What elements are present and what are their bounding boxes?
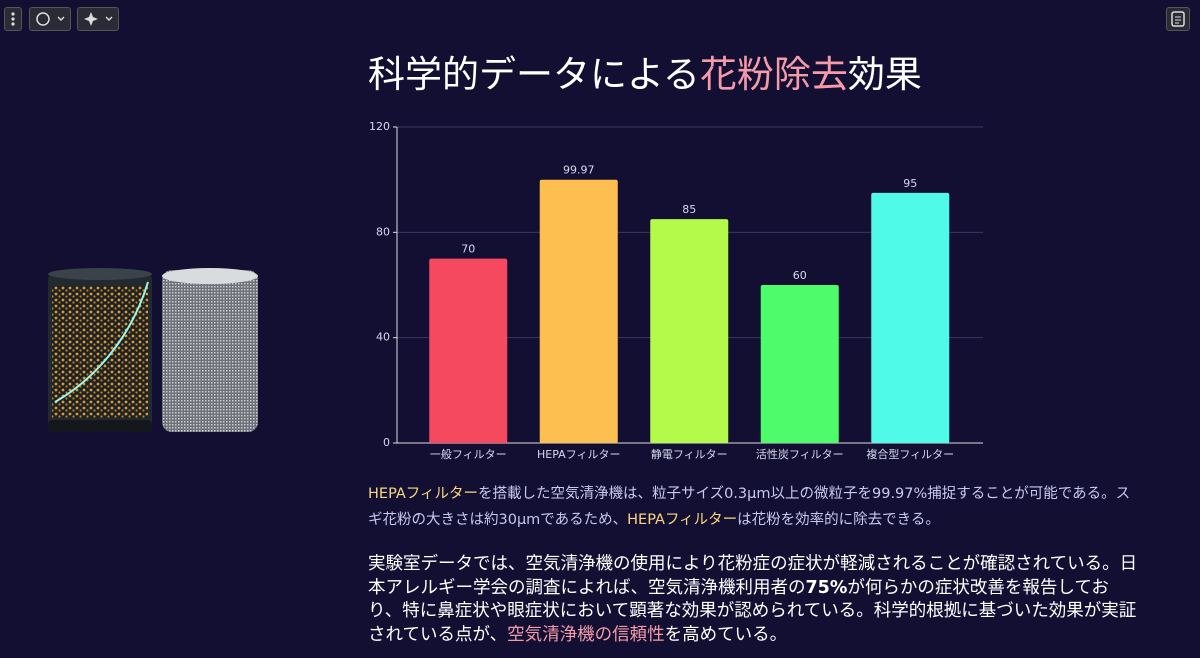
icon (36, 12, 65, 26)
theme-button[interactable] (29, 7, 71, 31)
y-tick-label: 120 (369, 120, 390, 133)
bar (539, 179, 618, 443)
value-label: 99.97 (563, 164, 595, 177)
value-label: 60 (793, 269, 807, 282)
menu-button[interactable] (4, 7, 22, 31)
x-tick-label: 静電フィルター (651, 447, 728, 461)
text-run: を搭載した空気清浄機は、粒子サイズ0.3μm以上の微粒子を99.97%捕捉するこ… (368, 486, 1131, 528)
paragraph: HEPAフィルターを搭載した空気清浄機は、粒子サイズ0.3μm以上の微粒子を99… (368, 481, 1138, 533)
text-run: は花粉を効率的に除去できる。 (737, 512, 940, 528)
value-label: 85 (682, 203, 696, 216)
slide-title: 科学的データによる花粉除去効果 (368, 44, 922, 98)
text-run: 科学的データによる (368, 53, 700, 96)
bar (650, 219, 729, 443)
text-run: HEPAフィルター (627, 512, 738, 528)
x-tick-label: 複合型フィルター (866, 447, 954, 461)
notes-button[interactable] (1166, 7, 1190, 31)
y-tick-label: 0 (383, 436, 390, 449)
bar (429, 258, 508, 443)
y-tick-label: 40 (376, 331, 390, 344)
text-run: が何らかの症状改善を報告しており、特に鼻症状や眼症状において顕著な効果が認められ… (368, 577, 1137, 645)
icon (84, 12, 113, 26)
chart: 0 40 80 120 一般フィルター 70 HEPAフィルター 99.97 静電フィルター 85… (369, 120, 983, 461)
bar (760, 285, 839, 443)
icon (1171, 11, 1185, 27)
text-run: HEPAフィルター (368, 486, 479, 502)
purifier-image (48, 268, 258, 432)
x-tick-label: HEPAフィルター (537, 448, 620, 461)
text-run: 効果 (847, 53, 922, 96)
text-run: 花粉除去 (699, 53, 848, 96)
y-tick-label: 80 (376, 225, 390, 238)
paragraph: 実験室データでは、空気清浄機の使用により花粉症の症状が軽減されることが確認されて… (368, 553, 1143, 647)
x-tick-label: 活性炭フィルター (756, 447, 844, 461)
value-label: 70 (461, 243, 475, 256)
value-label: 95 (903, 177, 917, 190)
text-run: を高めている。 (664, 624, 788, 645)
text-run: 実験室データでは、空気清浄機の使用により花粉症の症状が軽減されることが確認されて… (368, 554, 1138, 598)
text-run: 75% (805, 577, 848, 598)
bar (871, 192, 950, 443)
icon (11, 12, 15, 26)
text-run: 空気清浄機の信頼性 (507, 624, 665, 645)
x-tick-label: 一般フィルター (430, 448, 507, 461)
ai-button[interactable] (77, 7, 119, 31)
